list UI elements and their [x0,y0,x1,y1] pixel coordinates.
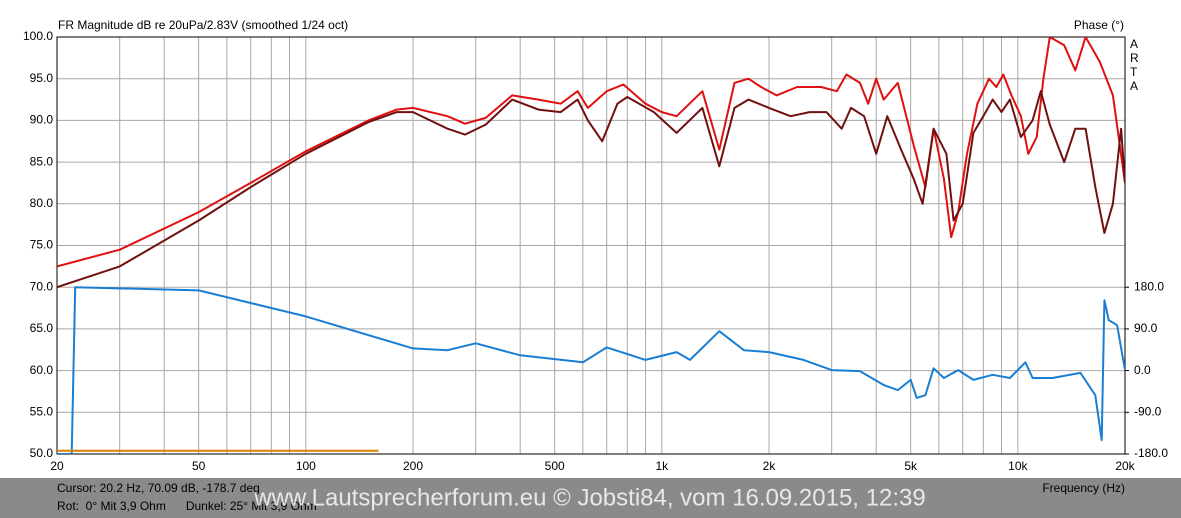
series-line [57,286,1125,454]
info-text: Rot: 0° Mit 3,9 Ohm Dunkel: 25° Mit 3,9 … [57,499,317,513]
y2-axis-title: Phase (°) [1074,18,1124,32]
x-tick-label: 2k [763,459,777,473]
cursor-text: Cursor: 20.2 Hz, 70.09 dB, -178.7 deg [57,481,260,495]
y-tick-label: 65.0 [30,321,54,335]
x-axis-title: Frequency (Hz) [1042,481,1125,495]
y-tick-label: 95.0 [30,71,54,85]
x-tick-label: 200 [403,459,423,473]
y-tick-label: 90.0 [30,113,54,127]
x-tick-label: 10k [1008,459,1028,473]
x-tick-label: 1k [655,459,669,473]
y2-tick-label: 180.0 [1134,279,1164,293]
x-tick-label: 50 [192,459,206,473]
footer-band [0,478,1181,518]
plot-frame [56,36,1126,455]
brand-letter: A [1130,79,1138,93]
y-tick-label: 100.0 [23,29,53,43]
series-line [57,90,1125,289]
x-tick-label: 20k [1115,459,1135,473]
y-tick-label: 50.0 [30,446,54,460]
y2-tick-label: 90.0 [1134,321,1158,335]
y2-tick-label: -90.0 [1134,404,1162,418]
y-tick-label: 60.0 [30,363,54,377]
y2-tick-label: 0.0 [1134,363,1151,377]
x-tick-label: 5k [904,459,918,473]
y-tick-label: 85.0 [30,154,54,168]
watermark: www.Lautsprecherforum.eu © Jobsti84, vom… [253,484,925,511]
y-tick-label: 80.0 [30,196,54,210]
y2-tick-label: -180.0 [1134,446,1168,460]
y-tick-label: 55.0 [30,404,54,418]
x-tick-label: 100 [296,459,316,473]
series-line [57,37,1125,268]
brand-letter: T [1130,65,1138,79]
brand-letter: A [1130,37,1138,51]
y-tick-label: 70.0 [30,279,54,293]
y-tick-label: 75.0 [30,238,54,252]
x-tick-label: 500 [545,459,565,473]
brand-letter: R [1130,51,1139,65]
chart-title: FR Magnitude dB re 20uPa/2.83V (smoothed… [58,18,348,32]
x-tick-label: 20 [50,459,64,473]
